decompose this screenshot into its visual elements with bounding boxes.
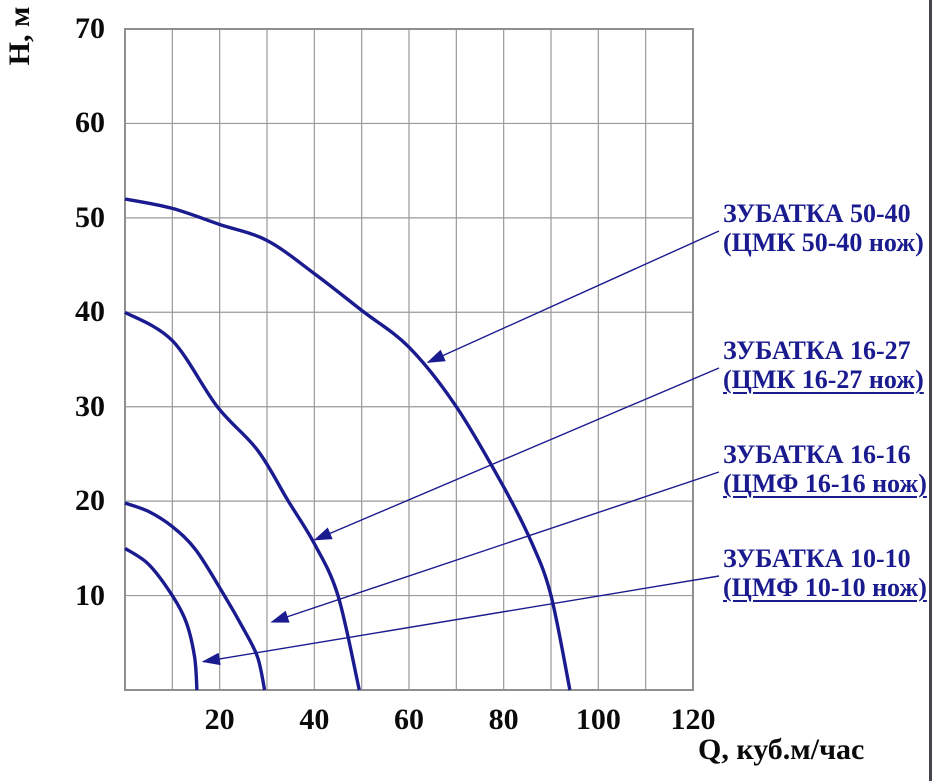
legend-item-3-name: ЗУБАТКА 16-16 [723,440,911,469]
legend-arrow-1 [426,230,720,363]
x-axis-title: Q, куб.м/час [698,733,865,766]
x-tick-label-100: 100 [575,703,621,736]
y-tick-label-50: 50 [75,200,105,234]
x-tick-label-80: 80 [488,703,519,736]
plot-frame [124,28,694,691]
pump-curve-1 [124,197,572,691]
y-tick-label-60: 60 [75,106,105,140]
legend-item-2-name: ЗУБАТКА 16-27 [723,336,911,365]
pump-curve-3 [124,501,267,691]
x-tick-label-60: 60 [394,703,424,736]
pump-curve-2 [124,310,361,691]
legend-item-3-model: (ЦМФ 16-16 нож) [723,469,927,498]
y-tick-label-20: 20 [75,484,105,518]
grid-lines [124,28,694,691]
legend-item-2: ЗУБАТКА 16-27 (ЦМК 16-27 нож) [723,336,933,394]
y-tick-label-10: 10 [75,578,105,612]
x-tick-label-20: 20 [204,703,235,736]
y-tick-label-70: 70 [75,12,105,45]
legend-item-4-name: ЗУБАТКА 10-10 [723,544,911,573]
legend-item-3: ЗУБАТКА 16-16 (ЦМФ 16-16 нож) [723,440,933,498]
y-tick-label-30: 30 [75,389,105,423]
pump-curve-4 [124,546,199,691]
legend-item-1: ЗУБАТКА 50-40 (ЦМК 50-40 нож) [723,199,933,257]
page-right-border [929,0,932,781]
legend-item-4-model: (ЦМФ 10-10 нож) [723,573,927,602]
legend-item-4: ЗУБАТКА 10-10 (ЦМФ 10-10 нож) [723,544,933,602]
legend-item-1-model: (ЦМК 50-40 нож) [723,228,924,257]
x-tick-label-40: 40 [299,703,330,736]
legend-item-2-model: (ЦМК 16-27 нож) [723,365,924,394]
y-tick-label-40: 40 [75,295,105,329]
legend-arrow-2 [313,367,720,541]
x-tick-label-120: 120 [670,703,716,736]
legend-item-1-name: ЗУБАТКА 50-40 [723,199,911,228]
legend-arrow-4 [201,575,720,666]
legend-arrow-3 [270,471,720,623]
